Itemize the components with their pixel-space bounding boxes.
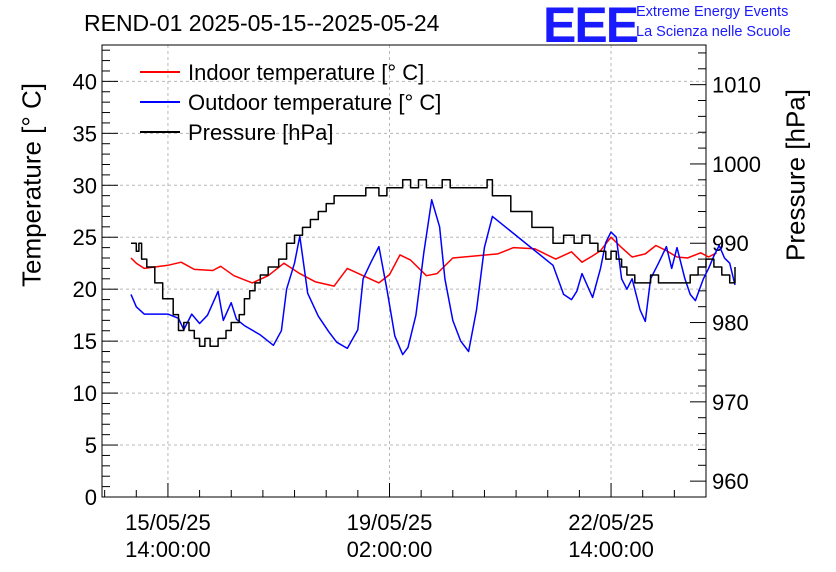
legend-label-2: Pressure [hPa] [188, 120, 334, 145]
y-tick-label: 25 [73, 225, 97, 250]
y-tick-label: 15 [73, 329, 97, 354]
y-right-tick-label: 990 [712, 231, 749, 256]
x-tick-label-time: 02:00:00 [347, 537, 433, 562]
y-right-tick-label: 1000 [712, 152, 761, 177]
y-right-tick-label: 1010 [712, 73, 761, 98]
legend-label-1: Outdoor temperature [° C] [188, 90, 441, 115]
y-right-tick-label: 970 [712, 390, 749, 415]
y-tick-label: 20 [73, 277, 97, 302]
y-tick-label: 35 [73, 121, 97, 146]
y-axis-left-title: Temperature [° C] [16, 82, 47, 288]
y-tick-label: 40 [73, 69, 97, 94]
y-tick-label: 5 [85, 433, 97, 458]
x-tick-label-time: 14:00:00 [125, 537, 211, 562]
y-tick-label: 30 [73, 173, 97, 198]
y-right-tick-label: 960 [712, 469, 749, 494]
chart-title: REND-01 2025-05-15--2025-05-24 [84, 10, 440, 36]
logo-line-1: Extreme Energy Events [636, 4, 789, 20]
y-tick-label: 0 [85, 485, 97, 510]
plot-frame [101, 44, 707, 498]
x-tick-label-time: 14:00:00 [568, 537, 654, 562]
series-line-0 [130, 236, 717, 287]
series-line-1 [130, 199, 736, 356]
eee-logo: EEE [543, 0, 639, 53]
logo-line-2: La Scienza nelle Scuole [636, 24, 791, 40]
x-tick-label-date: 19/05/25 [347, 510, 433, 535]
legend-label-0: Indoor temperature [° C] [188, 60, 424, 85]
y-tick-label: 10 [73, 381, 97, 406]
y-right-tick-label: 980 [712, 311, 749, 336]
series-line-2 [131, 179, 736, 348]
x-tick-label-date: 22/05/25 [568, 510, 654, 535]
x-tick-label-date: 15/05/25 [125, 510, 211, 535]
y-axis-right-title: Pressure [hPa] [780, 89, 811, 261]
